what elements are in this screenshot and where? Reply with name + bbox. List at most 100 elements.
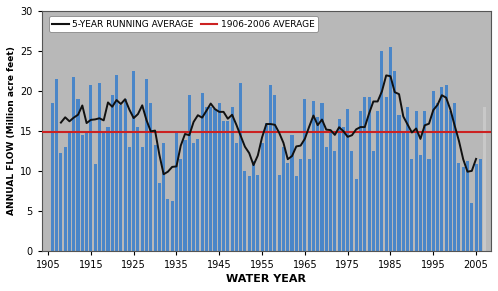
Bar — [149, 103, 152, 251]
Bar — [312, 100, 315, 251]
Bar — [183, 141, 187, 251]
Bar — [320, 103, 324, 251]
Legend: 5-YEAR RUNNING AVERAGE, 1906-2006 AVERAGE: 5-YEAR RUNNING AVERAGE, 1906-2006 AVERAG… — [49, 16, 318, 32]
Bar — [393, 71, 396, 251]
Bar — [239, 83, 242, 251]
Bar — [244, 171, 247, 251]
Bar — [355, 179, 358, 251]
Bar — [303, 99, 306, 251]
Bar — [124, 99, 126, 251]
Bar — [436, 103, 439, 251]
Bar — [64, 147, 67, 251]
Bar — [445, 84, 448, 251]
Bar — [470, 203, 473, 251]
Bar — [432, 91, 435, 251]
Bar — [77, 99, 80, 251]
Bar — [402, 131, 405, 251]
Bar — [351, 151, 354, 251]
Bar — [449, 111, 452, 251]
Bar — [115, 75, 118, 251]
Bar — [72, 77, 75, 251]
Bar — [196, 139, 199, 251]
Bar — [427, 159, 431, 251]
Bar — [171, 201, 174, 251]
Bar — [188, 95, 191, 251]
Bar — [222, 120, 225, 251]
Bar — [342, 127, 345, 251]
Bar — [453, 103, 456, 251]
Bar — [132, 71, 135, 251]
Bar — [226, 120, 230, 251]
Bar — [308, 159, 311, 251]
Bar — [415, 111, 418, 251]
Bar — [380, 51, 383, 251]
Bar — [252, 161, 255, 251]
Bar — [111, 95, 114, 251]
Bar — [107, 127, 110, 251]
Bar — [466, 161, 469, 251]
Bar — [333, 151, 336, 251]
Bar — [102, 132, 105, 251]
Bar — [278, 175, 281, 251]
Bar — [316, 116, 319, 251]
Bar — [346, 109, 349, 251]
Bar — [483, 107, 486, 251]
Bar — [475, 164, 478, 251]
Bar — [440, 87, 443, 251]
Bar — [363, 97, 367, 251]
Bar — [273, 95, 276, 251]
Bar — [98, 83, 101, 251]
Bar — [458, 163, 461, 251]
Bar — [389, 47, 392, 251]
Bar — [166, 199, 169, 251]
Bar — [325, 147, 328, 251]
Bar — [462, 167, 465, 251]
Bar — [192, 143, 195, 251]
Bar — [218, 103, 221, 251]
Bar — [329, 131, 332, 251]
Bar — [265, 123, 268, 251]
Bar — [205, 107, 208, 251]
Bar — [136, 127, 139, 251]
X-axis label: WATER YEAR: WATER YEAR — [227, 274, 306, 284]
Bar — [89, 84, 93, 251]
Bar — [359, 111, 362, 251]
Bar — [376, 111, 379, 251]
Bar — [214, 109, 217, 251]
Bar — [81, 135, 84, 251]
Bar — [145, 79, 148, 251]
Bar — [51, 103, 54, 251]
Bar — [162, 143, 165, 251]
Bar — [338, 119, 341, 251]
Y-axis label: ANNUAL FLOW (Million acre feet): ANNUAL FLOW (Million acre feet) — [7, 47, 16, 215]
Bar — [59, 153, 62, 251]
Bar — [209, 107, 212, 251]
Bar — [286, 163, 289, 251]
Bar — [406, 107, 409, 251]
Bar — [384, 97, 388, 251]
Bar — [423, 111, 426, 251]
Bar — [290, 135, 293, 251]
Bar — [256, 175, 259, 251]
Bar — [269, 84, 272, 251]
Bar — [419, 155, 422, 251]
Bar — [85, 132, 88, 251]
Bar — [397, 115, 400, 251]
Bar — [295, 176, 298, 251]
Bar — [282, 147, 285, 251]
Bar — [179, 159, 182, 251]
Bar — [410, 159, 413, 251]
Bar — [260, 143, 263, 251]
Bar — [158, 183, 161, 251]
Bar — [94, 164, 97, 251]
Bar — [231, 107, 234, 251]
Bar — [201, 93, 204, 251]
Bar — [235, 143, 238, 251]
Bar — [55, 79, 58, 251]
Bar — [299, 159, 302, 251]
Bar — [248, 176, 251, 251]
Bar — [140, 147, 144, 251]
Bar — [479, 159, 482, 251]
Bar — [372, 151, 375, 251]
Bar — [128, 147, 131, 251]
